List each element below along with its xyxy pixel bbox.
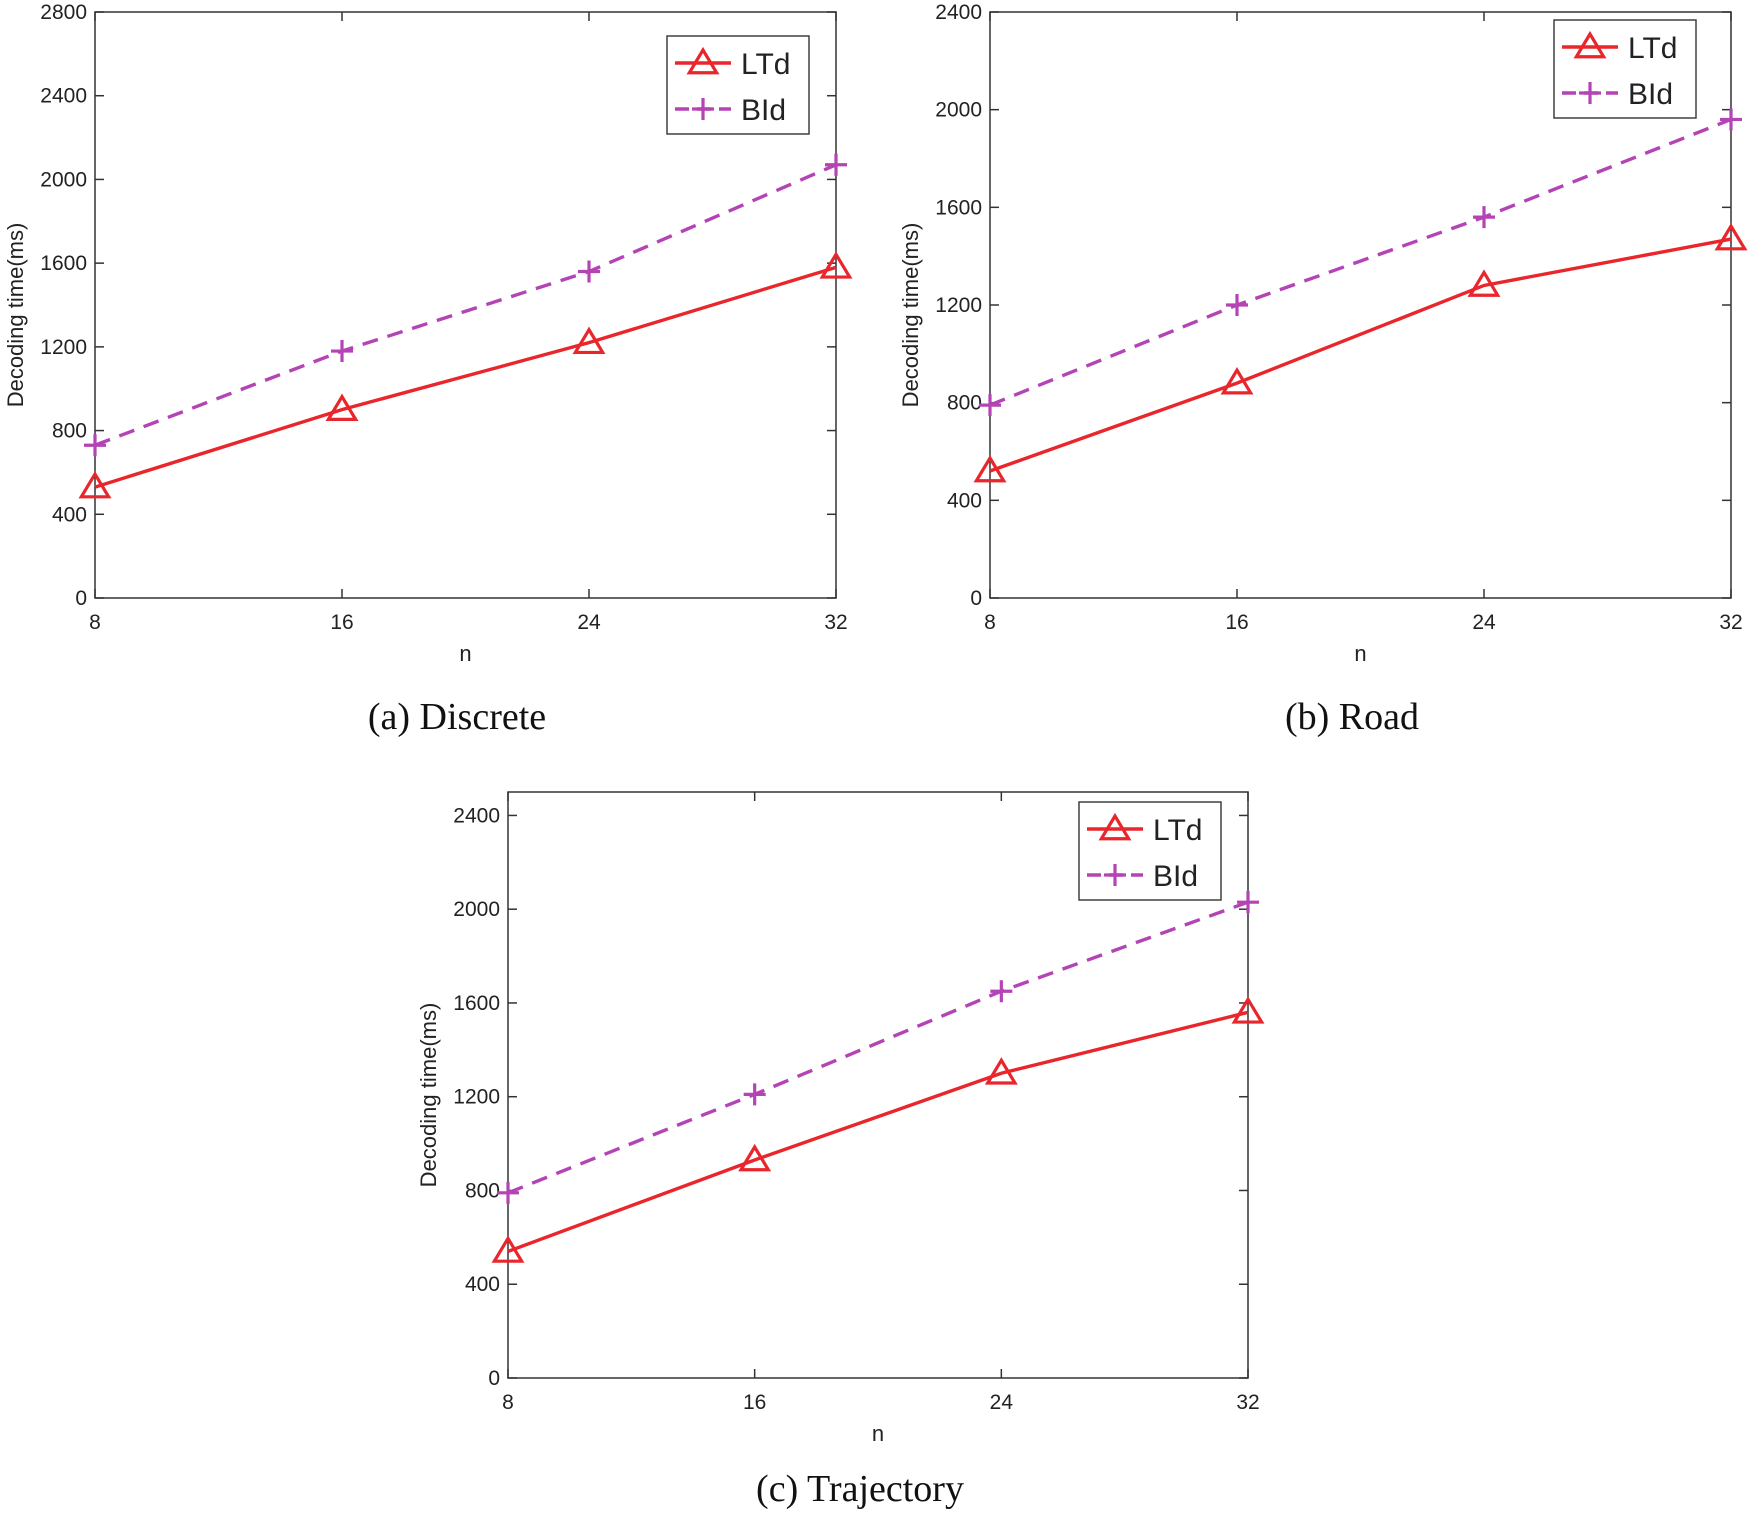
y-tick-label: 2400 <box>453 804 500 827</box>
x-tick-label: 8 <box>984 611 996 634</box>
x-axis-label: n <box>872 1421 884 1446</box>
series-line-bid <box>989 117 1732 407</box>
x-tick-label: 8 <box>502 1391 514 1414</box>
legend-road: LTd BId <box>1553 19 1697 119</box>
caption-trajectory: (c) Trajectory <box>756 1468 964 1510</box>
y-tick-label: 1200 <box>40 336 87 359</box>
series-line-bid <box>507 900 1249 1195</box>
y-tick-label: 2000 <box>935 99 982 122</box>
x-tick-label: 16 <box>1225 611 1248 634</box>
data-point-ltd <box>1231 996 1265 1024</box>
x-tick-label: 24 <box>577 611 601 634</box>
y-tick-label: 0 <box>488 1367 500 1390</box>
legend-label-ltd: LTd <box>741 48 790 81</box>
plot-area-discrete <box>94 11 837 599</box>
chart-road: 0 400 800 1200 1600 2000 2400 8 16 24 32 n Decoding … <box>898 1 1748 666</box>
data-point-bid <box>1473 206 1495 229</box>
data-point-ltd <box>1220 367 1254 395</box>
x-tick-label: 16 <box>743 1391 766 1414</box>
x-tick-label: 16 <box>330 611 353 634</box>
legend-label-bid: BId <box>1153 860 1198 893</box>
legend-marker-bid <box>1104 864 1126 886</box>
x-tick-label: 32 <box>1719 611 1742 634</box>
data-point-bid <box>979 394 1001 417</box>
legend-box <box>1078 801 1222 901</box>
data-point-ltd <box>1467 269 1501 297</box>
data-point-bid <box>84 434 106 457</box>
legend-marker-ltd <box>1098 812 1132 841</box>
x-tick-label: 24 <box>990 1391 1014 1414</box>
y-tick-label: 2000 <box>453 898 500 921</box>
data-point-ltd <box>984 1057 1018 1085</box>
data-point-bid <box>825 153 847 176</box>
y-tick-label: 400 <box>465 1273 500 1296</box>
y-tick-label: 2400 <box>40 85 87 108</box>
y-axis-label: Decoding time(ms) <box>3 223 28 408</box>
data-point-bid <box>497 1181 519 1204</box>
x-tick-label: 32 <box>1236 1391 1259 1414</box>
data-point-ltd <box>572 326 606 355</box>
x-tick-label: 8 <box>89 611 101 634</box>
y-tick-label: 1200 <box>453 1086 500 1109</box>
y-tick-label: 0 <box>970 587 982 610</box>
data-point-bid <box>578 260 600 283</box>
series-line-ltd <box>507 1010 1249 1254</box>
legend-marker-ltd <box>686 46 720 75</box>
series-line-bid <box>94 163 837 447</box>
y-tick-label: 1600 <box>40 252 87 275</box>
plot-area-trajectory <box>507 791 1249 1379</box>
y-tick-label: 800 <box>52 420 87 443</box>
x-axis-label: n <box>1354 641 1366 666</box>
legend-box <box>1553 19 1697 119</box>
series-line-ltd <box>94 265 837 489</box>
data-point-bid <box>1720 108 1742 131</box>
y-tick-label: 800 <box>947 392 982 415</box>
data-point-bid <box>743 1083 766 1106</box>
legend-label-bid: BId <box>741 94 786 127</box>
legend-discrete: LTd BId <box>666 35 810 135</box>
data-point-ltd <box>78 470 112 499</box>
legend-label-ltd: LTd <box>1628 32 1677 65</box>
legend-marker-ltd <box>1573 30 1607 59</box>
y-tick-label: 2800 <box>40 1 87 24</box>
data-point-ltd <box>819 251 853 279</box>
x-axis-label: n <box>459 641 471 666</box>
caption-road: (b) Road <box>1284 696 1420 738</box>
y-tick-label: 0 <box>75 587 87 610</box>
data-point-bid <box>990 980 1013 1003</box>
y-axis-label: Decoding time(ms) <box>416 1003 441 1188</box>
y-tick-label: 1200 <box>935 294 982 317</box>
y-tick-label: 400 <box>52 503 87 526</box>
data-point-ltd <box>491 1235 525 1263</box>
x-tick-label: 24 <box>1472 611 1496 634</box>
data-point-ltd <box>325 393 359 421</box>
legend-box <box>666 35 810 135</box>
y-tick-label: 2000 <box>40 168 87 191</box>
chart-discrete: 0 400 800 1200 1600 2000 2400 2800 8 16 24 32 n Decod… <box>3 1 853 666</box>
y-tick-label: 800 <box>465 1179 500 1202</box>
data-point-ltd <box>1714 222 1748 251</box>
chart-trajectory: 0 400 800 1200 1600 2000 2400 8 16 24 32 n Decoding … <box>416 791 1265 1446</box>
data-point-bid <box>331 340 353 363</box>
y-tick-label: 2400 <box>935 1 982 24</box>
y-tick-label: 1600 <box>453 992 500 1015</box>
data-point-ltd <box>738 1143 772 1172</box>
data-point-bid <box>1226 294 1248 316</box>
x-tick-label: 32 <box>824 611 847 634</box>
series-line-ltd <box>989 237 1732 473</box>
data-point-ltd <box>973 454 1007 483</box>
caption-discrete: (a) Discrete <box>367 696 547 738</box>
y-tick-label: 1600 <box>935 196 982 219</box>
legend-marker-bid <box>1579 82 1601 104</box>
data-point-bid <box>1237 891 1259 914</box>
y-axis-label: Decoding time(ms) <box>898 223 923 408</box>
legend-label-bid: BId <box>1628 78 1673 111</box>
y-tick-label: 400 <box>947 489 982 512</box>
legend-label-ltd: LTd <box>1153 814 1202 847</box>
legend-trajectory: LTd BId <box>1078 801 1222 901</box>
legend-marker-bid <box>692 98 714 120</box>
